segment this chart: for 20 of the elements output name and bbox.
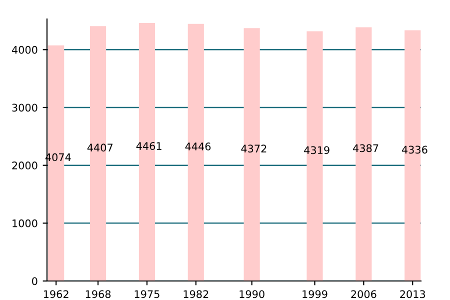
x-tick-label: 2013 bbox=[400, 290, 426, 298]
y-tick-label: 4000 bbox=[12, 46, 38, 54]
data-label: 4336 bbox=[402, 146, 428, 154]
data-label: 4387 bbox=[353, 144, 378, 152]
y-tick-label: 0 bbox=[32, 277, 38, 286]
data-label: 4407 bbox=[87, 144, 112, 152]
data-label: 4461 bbox=[136, 142, 162, 150]
x-tick-label: 1990 bbox=[240, 290, 264, 298]
x-tick-label: 1999 bbox=[302, 290, 328, 298]
y-tick-label: 1000 bbox=[12, 219, 38, 228]
data-label: 4372 bbox=[241, 144, 266, 153]
x-tick-label: 1962 bbox=[44, 290, 68, 298]
data-label: 4446 bbox=[185, 142, 211, 150]
x-tick-label: 1982 bbox=[184, 290, 208, 298]
y-tick-label: 3000 bbox=[12, 104, 38, 112]
x-tick-label: 1975 bbox=[134, 290, 160, 298]
x-tick-label: 1968 bbox=[86, 290, 111, 298]
x-tick-label: 2006 bbox=[351, 290, 376, 298]
data-label: 4319 bbox=[304, 146, 330, 154]
y-tick-label: 2000 bbox=[12, 162, 38, 170]
